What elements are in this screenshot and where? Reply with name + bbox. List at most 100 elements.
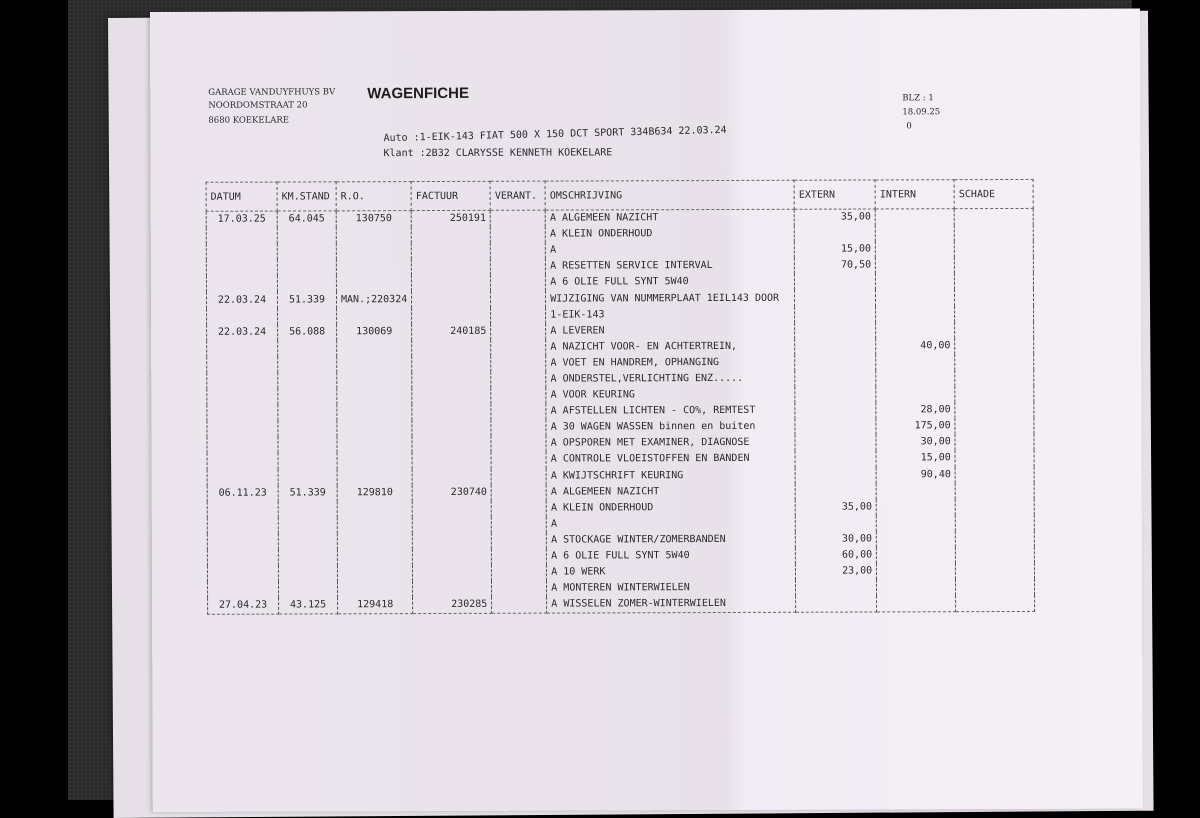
- cell-extern: 70,50: [794, 257, 876, 275]
- cell-intern: [875, 289, 955, 307]
- cell-ro: [336, 404, 413, 421]
- cell-datum: [206, 227, 278, 244]
- cell-omschrijving: A ALGEMEEN NAZICHT: [545, 209, 795, 227]
- cell-schade: [954, 257, 1034, 274]
- cell-factuur: [412, 387, 492, 405]
- column-header-extern: EXTERN: [794, 179, 876, 210]
- extra-code: 0: [906, 121, 912, 132]
- cell-omschrijving: A OPSPOREN MET EXAMINER, DIAGNOSE: [546, 435, 796, 453]
- cell-factuur: 250191: [411, 210, 491, 228]
- cell-schade: [954, 241, 1034, 258]
- cell-ro: [336, 307, 412, 325]
- cell-omschrijving: WIJZIGING VAN NUMMERPLAAT 1EIL143 DOOR: [545, 290, 795, 308]
- cell-kmstand: [277, 227, 337, 244]
- cell-extern: [794, 354, 876, 371]
- cell-omschrijving: A VOOR KEURING: [546, 386, 796, 404]
- cell-verant: [490, 226, 546, 244]
- cell-omschrijving: A VOET EN HANDREM, OPHANGING: [545, 354, 795, 372]
- cell-schade: [954, 353, 1034, 371]
- cell-kmstand: [278, 501, 338, 518]
- cell-kmstand: 51.339: [277, 291, 337, 309]
- cell-datum: 27.04.23: [207, 597, 279, 615]
- column-header-factuur: FACTUUR: [411, 181, 491, 211]
- cell-intern: [875, 305, 955, 323]
- cell-omschrijving: A ONDERSTEL,VERLICHTING ENZ.....: [545, 370, 796, 388]
- cell-datum: [206, 340, 278, 357]
- cell-datum: [207, 469, 279, 486]
- cell-datum: [207, 549, 279, 566]
- cell-kmstand: [277, 436, 338, 453]
- cell-ro: [336, 436, 413, 453]
- cell-verant: [490, 307, 546, 324]
- cell-datum: [206, 259, 278, 277]
- cell-datum: [206, 436, 279, 454]
- cell-omschrijving: 1-EIK-143: [545, 306, 795, 324]
- page-number: BLZ : 1: [902, 93, 934, 104]
- cell-kmstand: [277, 275, 337, 293]
- cell-verant: [490, 339, 546, 356]
- cell-kmstand: [278, 517, 338, 534]
- cell-omschrijving: A: [545, 241, 795, 259]
- cell-omschrijving: A 6 OLIE FULL SYNT 5W40: [546, 547, 796, 565]
- cell-datum: 17.03.25: [206, 211, 278, 228]
- cell-intern: 28,00: [876, 402, 956, 419]
- cell-kmstand: [277, 307, 337, 325]
- cell-datum: 06.11.23: [207, 485, 279, 502]
- cell-intern: [876, 498, 956, 516]
- cell-datum: [206, 420, 278, 438]
- cell-verant: [491, 435, 547, 453]
- company-name: GARAGE VANDUYFHUYS BV: [208, 87, 336, 98]
- cell-extern: [795, 434, 877, 452]
- cell-verant: [491, 596, 547, 614]
- cell-verant: [490, 323, 546, 340]
- cell-omschrijving: A 30 WAGEN WASSEN binnen en buiten: [546, 418, 796, 436]
- cell-kmstand: [278, 468, 338, 486]
- cell-kmstand: 56.088: [277, 324, 337, 341]
- cell-factuur: [412, 420, 492, 437]
- cell-extern: [795, 595, 877, 613]
- cell-ro: [337, 581, 413, 598]
- cell-schade: [954, 225, 1034, 242]
- cell-factuur: [411, 291, 491, 308]
- cell-intern: [875, 208, 955, 226]
- cell-factuur: [411, 275, 491, 292]
- cell-extern: [795, 386, 877, 403]
- cell-kmstand: 43.125: [278, 597, 338, 615]
- cell-omschrijving: A 10 WERK: [546, 563, 796, 581]
- cell-ro: [336, 388, 413, 405]
- cell-ro: 130750: [336, 210, 412, 228]
- cell-intern: [875, 257, 955, 274]
- cell-omschrijving: A KLEIN ONDERHOUD: [546, 499, 796, 517]
- cell-ro: [337, 500, 413, 518]
- cell-extern: [795, 418, 877, 436]
- cell-extern: 35,00: [795, 499, 877, 516]
- cell-schade: [955, 595, 1035, 613]
- cell-ro: [336, 259, 412, 276]
- cell-kmstand: [277, 372, 337, 389]
- cell-omschrijving: A STOCKAGE WINTER/ZOMERBANDEN: [546, 531, 796, 549]
- cell-factuur: [412, 516, 492, 533]
- cell-omschrijving: A MONTEREN WINTERWIELEN: [546, 579, 796, 597]
- cell-factuur: [411, 307, 491, 324]
- cell-kmstand: [277, 340, 337, 357]
- cell-schade: [954, 321, 1034, 338]
- cell-factuur: [412, 548, 492, 566]
- cell-schade: [955, 385, 1035, 403]
- cell-verant: [491, 532, 547, 549]
- cell-kmstand: [278, 452, 338, 470]
- cell-ro: [337, 549, 413, 566]
- cell-extern: 35,00: [794, 208, 876, 226]
- cell-factuur: [411, 226, 491, 244]
- cell-verant: [491, 484, 547, 501]
- cell-ro: [336, 372, 413, 389]
- cell-verant: [491, 452, 547, 469]
- cell-omschrijving: A CONTROLE VLOEISTOFFEN EN BANDEN: [546, 451, 796, 469]
- cell-extern: [794, 322, 876, 339]
- cell-schade: [954, 289, 1034, 306]
- cell-schade: [954, 273, 1034, 290]
- cell-verant: [491, 387, 547, 404]
- cell-extern: [795, 402, 877, 419]
- cell-extern: [794, 225, 876, 242]
- cell-factuur: [411, 243, 491, 260]
- cell-factuur: [412, 564, 492, 582]
